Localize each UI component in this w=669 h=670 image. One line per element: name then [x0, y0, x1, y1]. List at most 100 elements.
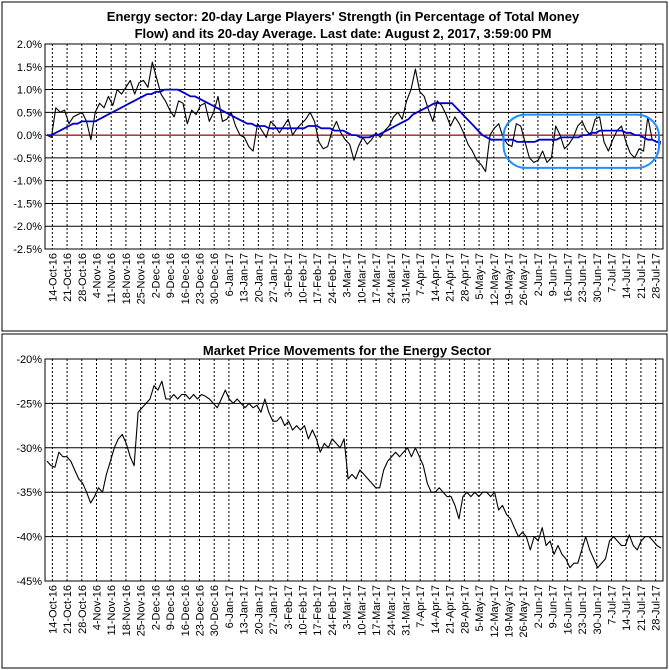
x-tick-label: 13-Jan-17: [239, 585, 251, 635]
x-tick-label: 28-Jul-17: [651, 585, 663, 631]
x-tick-label: 4-Nov-16: [92, 253, 104, 298]
x-tick-label: 2-Dec-16: [150, 253, 162, 298]
highlight-oval: [502, 113, 660, 169]
x-tick-label: 31-Mar-17: [401, 585, 413, 636]
x-tick-label: 13-Jan-17: [239, 253, 251, 303]
x-tick-label: 3-Mar-17: [342, 585, 354, 630]
series-line-average: [47, 88, 661, 143]
x-tick-label: 24-Feb-17: [327, 585, 339, 636]
x-tick-label: 24-Mar-17: [386, 253, 398, 304]
x-tick-label: 28-Jul-17: [651, 253, 663, 299]
x-tick-label: 19-May-17: [504, 253, 516, 306]
x-tick-label: 25-Nov-16: [136, 585, 148, 636]
x-tick-label: 10-Feb-17: [298, 585, 310, 636]
x-tick-label: 10-Feb-17: [298, 253, 310, 304]
x-tick-label: 31-Mar-17: [401, 253, 413, 304]
x-tick-label: 20-Jan-17: [253, 253, 265, 303]
x-tick-label: 4-Nov-16: [92, 585, 104, 630]
x-tick-label: 14-Jul-17: [621, 585, 633, 631]
bottom-chart-title: Market Price Movements for the Energy Se…: [203, 343, 491, 358]
x-tick-label: 27-Jan-17: [268, 253, 280, 303]
x-tick-label: 18-Nov-16: [121, 585, 133, 636]
x-tick-label: 19-May-17: [504, 585, 516, 638]
y-tick-label: -35%: [16, 487, 42, 499]
x-tick-label: 28-Apr-17: [459, 585, 471, 634]
x-tick-label: 16-Dec-16: [180, 585, 192, 636]
x-tick-label: 14-Oct-16: [47, 253, 59, 302]
x-tick-label: 26-May-17: [518, 253, 530, 306]
x-tick-label: 7-Apr-17: [415, 253, 427, 296]
y-tick-label: -30%: [16, 443, 42, 455]
x-tick-label: 23-Dec-16: [195, 253, 207, 304]
x-tick-label: 24-Mar-17: [386, 585, 398, 636]
x-tick-label: 2-Jun-17: [533, 253, 545, 296]
x-tick-label: 3-Feb-17: [283, 585, 295, 630]
x-tick-label: 6-Jan-17: [224, 585, 236, 628]
top-plot-area: 2.0% 1.5% 1.0% 0.5% 0.0% -0.5% -1.0% -1.5% -2.0%…: [13, 39, 664, 306]
x-tick-label: 21-Jul-17: [636, 585, 648, 631]
x-tick-label: 14-Jul-17: [621, 253, 633, 299]
x-tick-label: 16-Jun-17: [562, 585, 574, 635]
x-tick-label: 26-May-17: [518, 585, 530, 638]
x-tick-label: 5-May-17: [474, 585, 486, 631]
x-tick-label: 23-Jun-17: [577, 585, 589, 635]
x-tick-label: 23-Jun-17: [577, 253, 589, 303]
x-tick-label: 7-Jul-17: [607, 253, 619, 293]
x-tick-label: 6-Jan-17: [224, 253, 236, 296]
x-tick-label: 30-Dec-16: [209, 253, 221, 304]
x-tick-label: 9-Dec-16: [165, 585, 177, 630]
x-tick-label: 9-Jun-17: [548, 585, 560, 628]
y-tick-label: -2.0%: [13, 221, 42, 233]
x-tick-label: 17-Mar-17: [371, 585, 383, 636]
y-tick-label: -40%: [16, 532, 42, 544]
y-tick-label: 1.5%: [17, 62, 42, 74]
x-tick-label: 7-Jul-17: [607, 585, 619, 625]
top-chart-title-line2: Flow) and its 20-day Average. Last date:…: [135, 26, 552, 41]
x-tick-label: 14-Oct-16: [47, 585, 59, 634]
y-tick-label: 2.0%: [17, 39, 42, 51]
x-tick-label: 28-Apr-17: [459, 253, 471, 302]
x-tick-label: 5-May-17: [474, 253, 486, 299]
plot-frame: [44, 358, 664, 582]
x-tick-label: 23-Dec-16: [195, 585, 207, 636]
x-tick-label: 30-Jun-17: [592, 585, 604, 635]
x-tick-label: 9-Jun-17: [548, 253, 560, 296]
x-tick-label: 21-Oct-16: [62, 253, 74, 302]
series-line-primary: [46, 61, 662, 173]
x-tick-label: 2-Dec-16: [150, 585, 162, 630]
x-tick-label: 27-Jan-17: [268, 585, 280, 635]
x-tick-label: 11-Nov-16: [106, 253, 118, 304]
x-tick-label: 3-Mar-17: [342, 253, 354, 298]
y-tick-label: -25%: [16, 398, 42, 410]
x-tick-label: 24-Feb-17: [327, 253, 339, 304]
x-tick-label: 10-Mar-17: [356, 585, 368, 636]
y-tick-label: -20%: [16, 354, 42, 366]
y-tick-label: -1.5%: [13, 198, 42, 210]
x-tick-label: 14-Apr-17: [430, 253, 442, 302]
x-tick-label: 21-Apr-17: [445, 585, 457, 634]
series-line-primary: [46, 380, 662, 569]
x-tick-label: 18-Nov-16: [121, 253, 133, 304]
y-tick-label: 0.0%: [17, 130, 42, 142]
x-tick-label: 30-Jun-17: [592, 253, 604, 303]
x-tick-label: 17-Feb-17: [312, 253, 324, 304]
x-tick-label: 2-Jun-17: [533, 585, 545, 628]
y-tick-label: -45%: [16, 576, 42, 588]
x-tick-label: 16-Dec-16: [180, 253, 192, 304]
x-tick-label: 9-Dec-16: [165, 253, 177, 298]
plot-frame: [44, 43, 664, 250]
x-tick-label: 3-Feb-17: [283, 253, 295, 298]
x-tick-label: 11-Nov-16: [106, 585, 118, 636]
y-tick-label: 1.0%: [17, 85, 42, 97]
x-tick-label: 12-May-17: [489, 585, 501, 638]
x-tick-label: 14-Apr-17: [430, 585, 442, 634]
y-tick-label: 0.5%: [17, 107, 42, 119]
x-tick-label: 21-Jul-17: [636, 253, 648, 299]
x-tick-label: 12-May-17: [489, 253, 501, 306]
bottom-plot-area: -20% -25% -30% -35% -40% -45% 14-Oct-16 21-Oct-…: [16, 354, 664, 638]
x-tick-label: 21-Apr-17: [445, 253, 457, 302]
x-tick-label: 28-Oct-16: [77, 253, 89, 302]
x-tick-label: 17-Mar-17: [371, 253, 383, 304]
x-tick-label: 10-Mar-17: [356, 253, 368, 304]
